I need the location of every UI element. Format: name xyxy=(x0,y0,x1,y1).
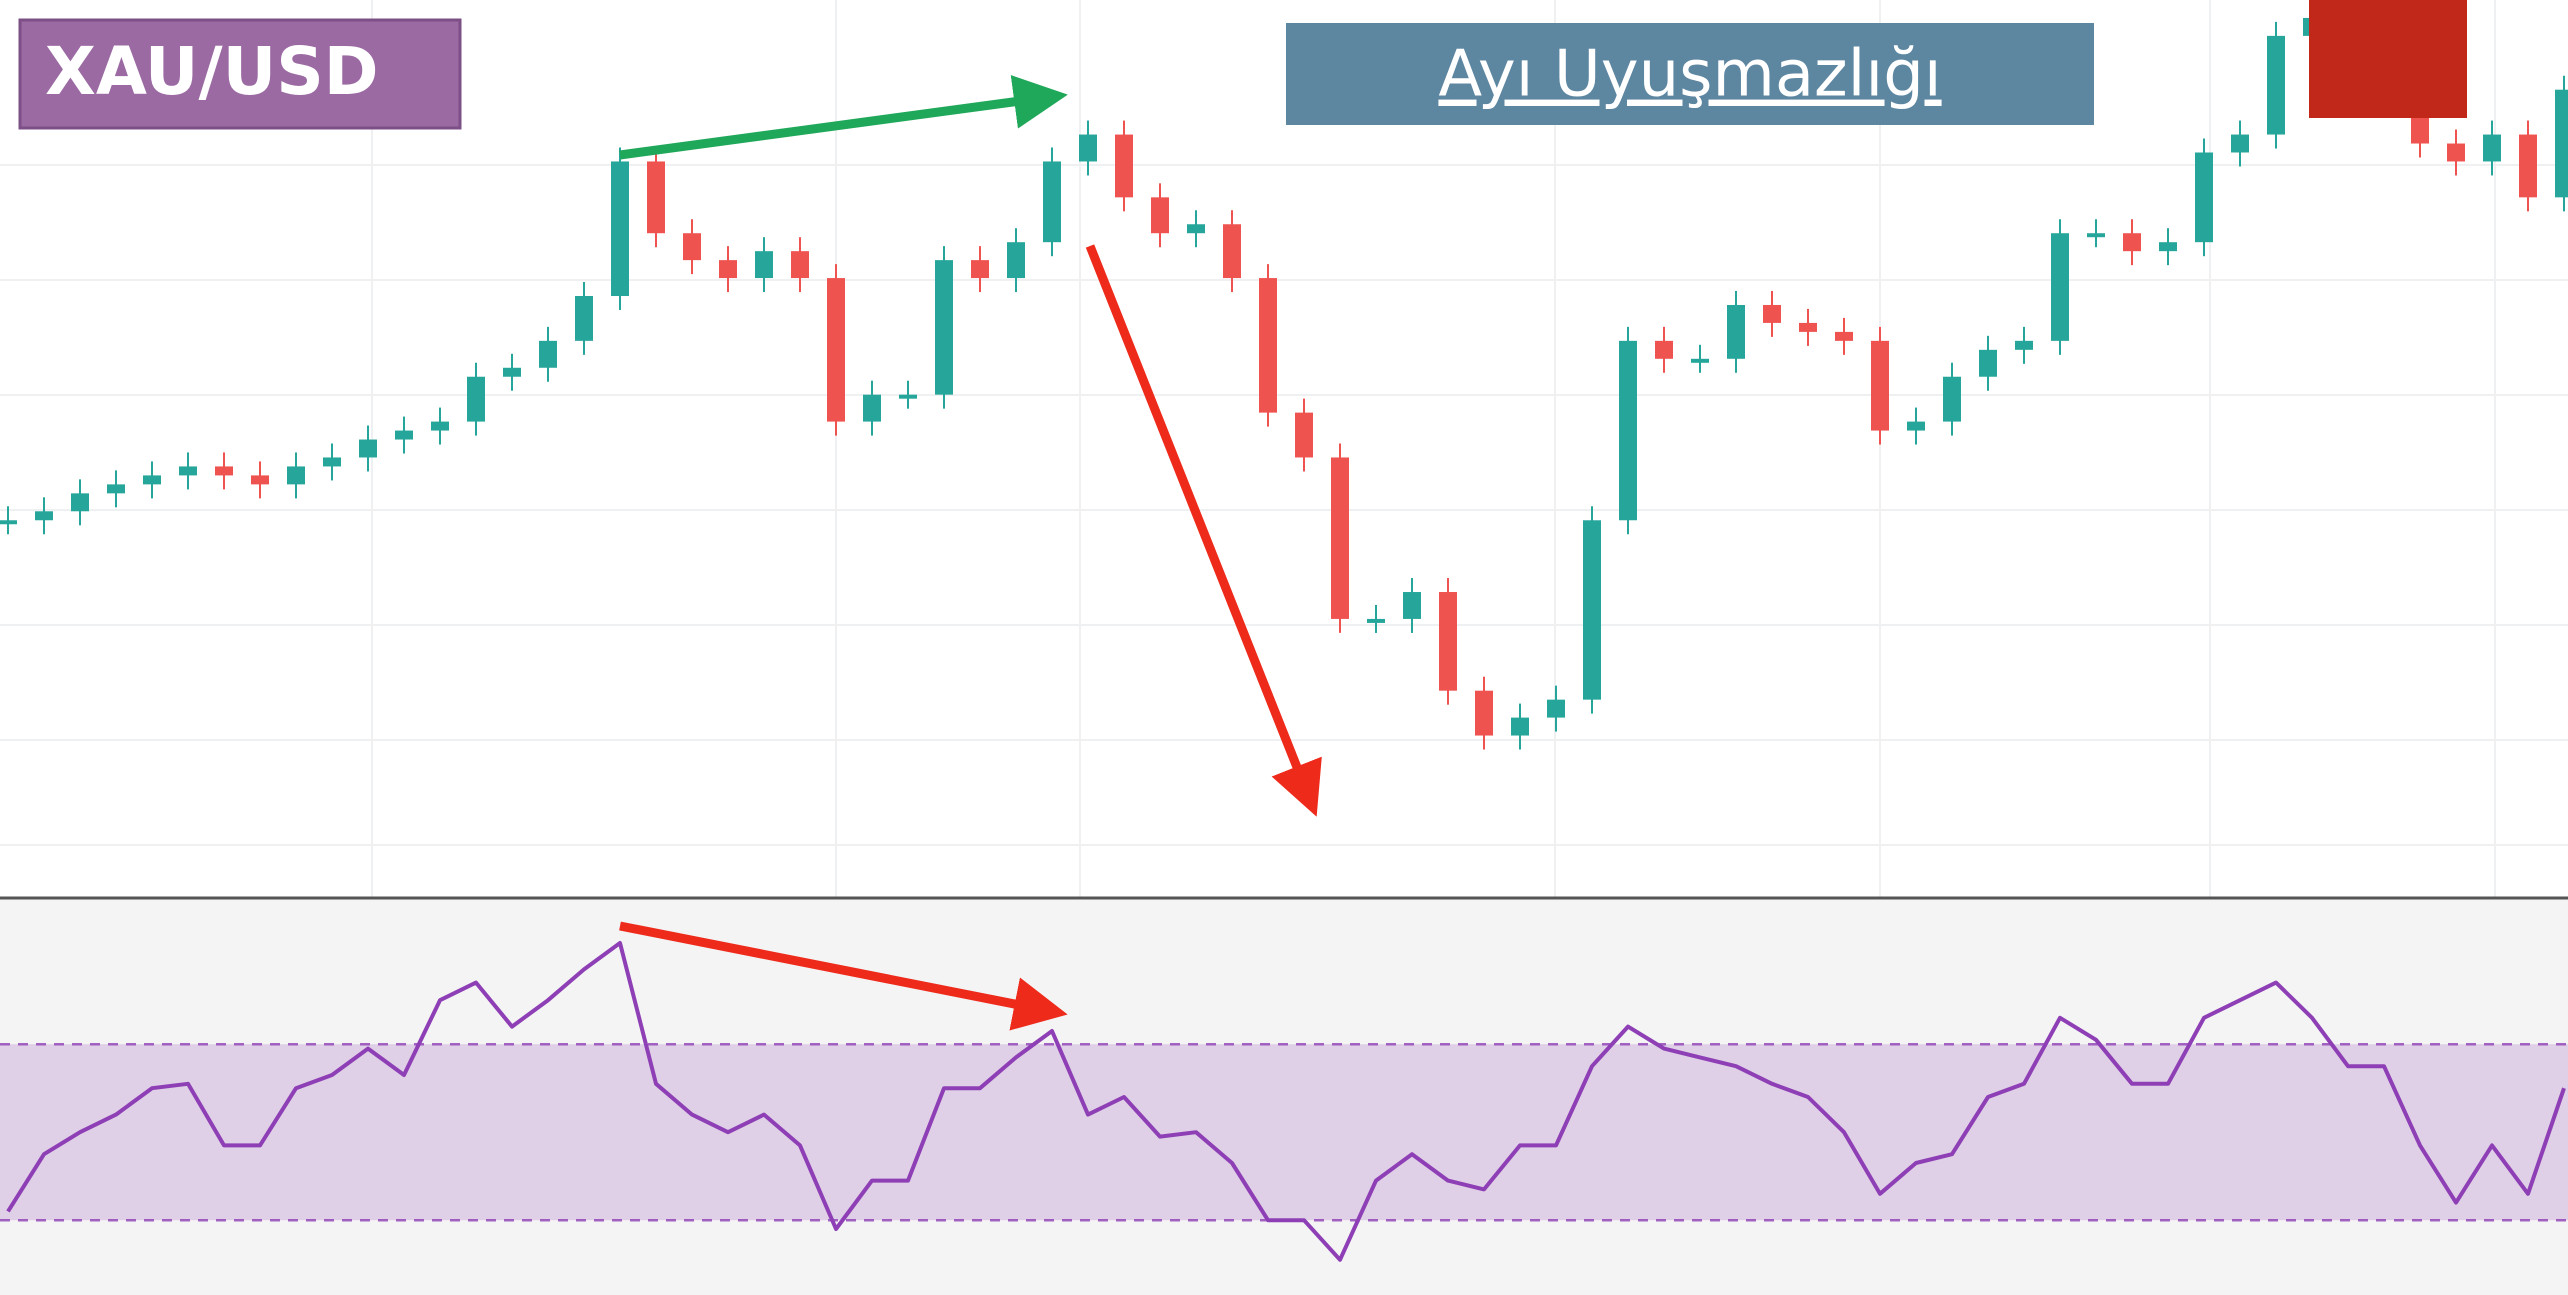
candle xyxy=(1979,349,1997,377)
candle xyxy=(899,394,917,399)
candle xyxy=(1259,278,1277,413)
candle xyxy=(755,251,773,279)
candle xyxy=(863,394,881,422)
candle xyxy=(1619,340,1637,521)
candle xyxy=(143,475,161,485)
candle xyxy=(683,233,701,261)
candle xyxy=(179,466,197,476)
symbol-label: XAU/USD xyxy=(45,33,379,110)
candle xyxy=(2555,89,2568,198)
candle xyxy=(2051,233,2069,341)
candle xyxy=(2123,233,2141,252)
candle xyxy=(395,430,413,440)
candle xyxy=(1583,520,1601,700)
candle xyxy=(611,161,629,297)
candle xyxy=(1547,699,1565,718)
candle xyxy=(0,520,17,525)
rsi-panel xyxy=(0,899,2568,1295)
candle xyxy=(1151,197,1169,234)
arrow xyxy=(619,75,1068,160)
candle xyxy=(1763,304,1781,323)
candle xyxy=(251,475,269,485)
candle xyxy=(503,367,521,377)
badge xyxy=(18,18,462,130)
candle xyxy=(1511,717,1529,736)
candle xyxy=(647,161,665,234)
arrow xyxy=(1085,244,1322,817)
candle xyxy=(1331,457,1349,619)
candle xyxy=(1691,358,1709,363)
candle xyxy=(2231,134,2249,153)
candle xyxy=(827,278,845,422)
candle xyxy=(791,251,809,279)
annotation-box xyxy=(1286,23,2094,125)
candle xyxy=(2267,35,2285,135)
candle xyxy=(1367,618,1385,623)
candle xyxy=(323,457,341,467)
rsi-line xyxy=(6,941,2566,1262)
candle xyxy=(539,340,557,368)
candle xyxy=(2159,242,2177,252)
candle xyxy=(1187,224,1205,234)
candle xyxy=(719,260,737,279)
candle xyxy=(2015,340,2033,350)
candle xyxy=(575,296,593,341)
candle xyxy=(1799,322,1817,332)
red-block xyxy=(2309,0,2467,118)
candle xyxy=(2483,134,2501,162)
candle xyxy=(287,466,305,485)
candle xyxy=(1727,304,1745,359)
candle xyxy=(1439,592,1457,691)
candle xyxy=(1475,690,1493,736)
candle xyxy=(1871,340,1889,431)
candle xyxy=(1835,331,1853,341)
candle xyxy=(35,511,53,521)
candle xyxy=(431,421,449,431)
candle xyxy=(935,260,953,395)
candle xyxy=(1043,161,1061,243)
candle xyxy=(1223,224,1241,279)
candle xyxy=(1655,340,1673,359)
candle xyxy=(1907,421,1925,431)
candle xyxy=(71,493,89,512)
arrow xyxy=(619,921,1068,1031)
band xyxy=(0,1044,2568,1221)
candle xyxy=(2087,233,2105,238)
candle xyxy=(1295,412,1313,458)
annotation: Ayı Uyuşmazlığı xyxy=(1438,38,1941,112)
candle xyxy=(2447,143,2465,162)
candle xyxy=(2195,152,2213,243)
candle xyxy=(971,260,989,279)
candle xyxy=(1079,134,1097,162)
candle xyxy=(2519,134,2537,198)
candle xyxy=(1943,376,1961,422)
candle xyxy=(107,484,125,494)
candle xyxy=(215,466,233,476)
candle xyxy=(1115,134,1133,198)
candle xyxy=(359,439,377,458)
candle xyxy=(467,376,485,422)
candle xyxy=(1403,592,1421,619)
candle xyxy=(1007,242,1025,279)
